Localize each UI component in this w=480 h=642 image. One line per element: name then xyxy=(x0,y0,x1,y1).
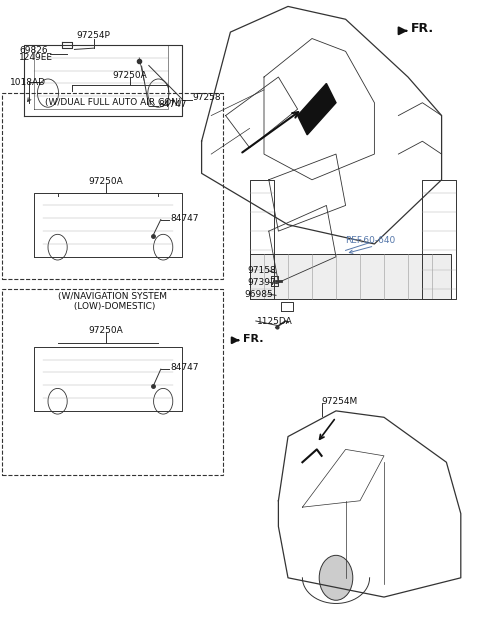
Text: 84747: 84747 xyxy=(170,214,199,223)
Bar xyxy=(2,93,223,279)
Text: 84747: 84747 xyxy=(158,100,187,108)
Circle shape xyxy=(319,555,353,600)
Text: (W/DUAL FULL AUTO AIR CON): (W/DUAL FULL AUTO AIR CON) xyxy=(45,98,181,107)
Text: (W/NAVIGATION SYSTEM: (W/NAVIGATION SYSTEM xyxy=(58,292,168,301)
Text: 1018AD: 1018AD xyxy=(10,78,46,87)
Text: FR.: FR. xyxy=(243,334,264,344)
Text: REF.60-640: REF.60-640 xyxy=(346,236,396,245)
Text: FR.: FR. xyxy=(410,22,433,35)
Text: 97250A: 97250A xyxy=(112,71,147,80)
Bar xyxy=(2,289,223,475)
Text: 84747: 84747 xyxy=(170,363,199,372)
Text: 69826: 69826 xyxy=(19,46,48,55)
Text: 96985: 96985 xyxy=(245,290,274,299)
Text: 97254P: 97254P xyxy=(77,31,110,40)
Text: 97397: 97397 xyxy=(247,278,276,287)
Text: 1249EE: 1249EE xyxy=(19,53,53,62)
Text: 1125DA: 1125DA xyxy=(257,317,292,325)
Text: 97254M: 97254M xyxy=(322,397,358,406)
Text: 97158: 97158 xyxy=(247,266,276,275)
Text: 97250A: 97250A xyxy=(88,326,123,335)
Text: 97258: 97258 xyxy=(192,93,221,102)
Polygon shape xyxy=(298,83,336,135)
Bar xyxy=(250,254,451,299)
Text: (LOW)-DOMESTIC): (LOW)-DOMESTIC) xyxy=(71,302,155,311)
Text: 97250A: 97250A xyxy=(88,177,123,186)
